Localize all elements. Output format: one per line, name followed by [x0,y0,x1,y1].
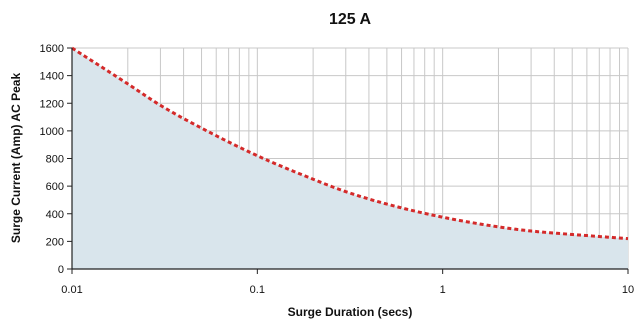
x-axis-label: Surge Duration (secs) [288,305,413,319]
y-tick-label: 0 [58,264,64,276]
x-tick-label: 10 [622,284,634,296]
y-tick-label: 800 [46,154,64,166]
axis-layer [67,47,629,274]
area-layer [72,48,628,269]
ticks-layer: 0 200 400 600 800 1000 1200 1400 1600 0.01 0.1 1 10 [40,43,635,296]
y-axis-label: Surge Current (Amp) AC Peak [9,73,23,244]
line-layer [71,46,629,241]
x-tick-label: 0.1 [250,284,265,296]
x-tick-label: 1 [440,284,446,296]
y-tick-label: 400 [46,209,64,221]
y-tick-label: 1200 [40,98,64,110]
surge-curve-line [71,46,629,241]
area-fill [72,48,628,269]
chart-title: 125 A [329,11,372,28]
y-tick-label: 600 [46,181,64,193]
x-tick-label: 0.01 [61,284,82,296]
y-tick-label: 1600 [40,43,64,55]
y-tick-label: 200 [46,236,64,248]
y-tick-label: 1400 [40,71,64,83]
y-tick-label: 1000 [40,126,64,138]
